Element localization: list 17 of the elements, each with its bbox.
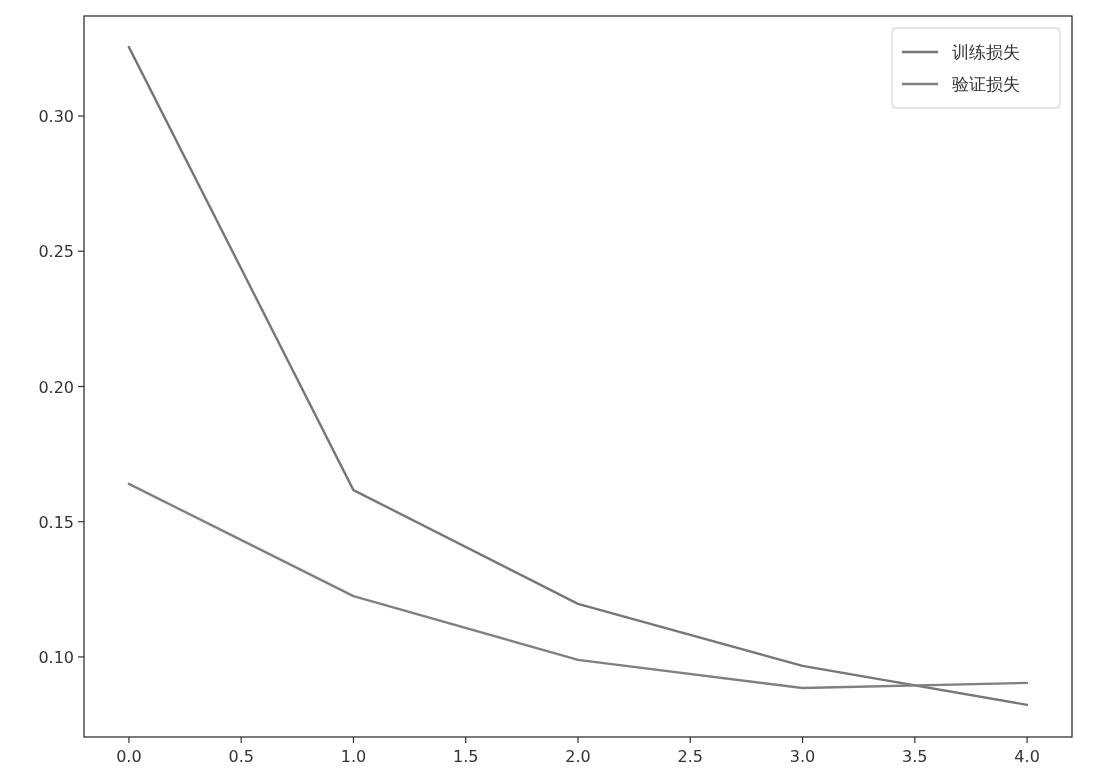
x-tick-label: 1.5 (453, 747, 479, 766)
x-tick-label: 1.0 (340, 747, 367, 766)
y-tick-label: 0.20 (38, 377, 74, 397)
x-tick-label: 2.5 (677, 747, 703, 766)
y-tick-label: 0.25 (38, 242, 74, 262)
line-series (127, 45, 1029, 707)
x-tick-label: 4.0 (1014, 747, 1040, 766)
x-tick-label: 0.0 (116, 747, 142, 766)
x-tick-label: 0.5 (228, 747, 254, 766)
legend-label: 训练损失 (952, 42, 1020, 62)
x-tick-label: 3.0 (789, 747, 816, 766)
x-tick-label: 2.0 (565, 747, 591, 766)
y-tick-label: 0.10 (38, 647, 74, 667)
legend-label: 验证损失 (952, 74, 1020, 94)
y-tick-label: 0.15 (38, 512, 74, 532)
y-tick-label: 0.30 (38, 107, 74, 127)
x-tick-label: 3.5 (902, 747, 928, 766)
